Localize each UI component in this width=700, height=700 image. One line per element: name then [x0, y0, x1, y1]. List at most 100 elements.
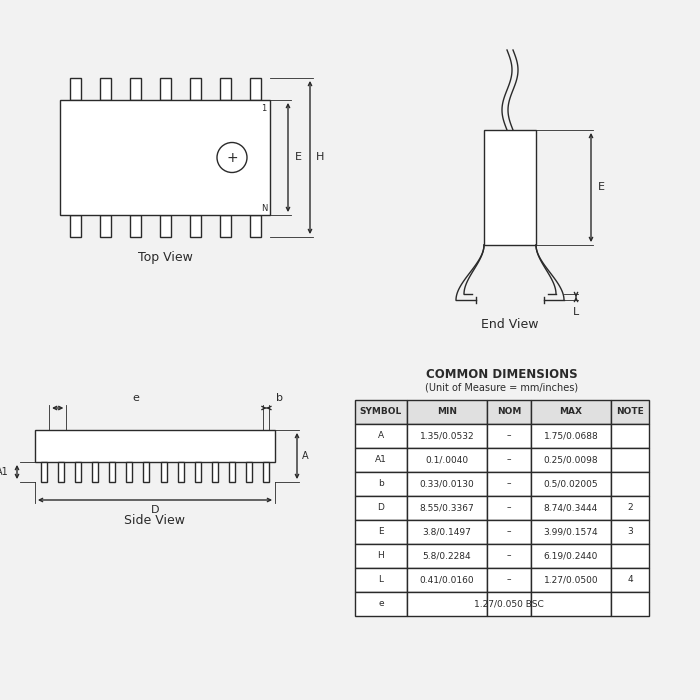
Bar [531, 592, 611, 616]
Bar [130, 78, 141, 100]
Bar [195, 462, 201, 482]
Text: –: – [507, 456, 511, 465]
Text: 4: 4 [627, 575, 633, 584]
Bar [611, 472, 649, 496]
Text: 5.8/0.2284: 5.8/0.2284 [423, 552, 471, 561]
Text: –: – [507, 431, 511, 440]
Bar [35, 430, 275, 462]
Bar [487, 592, 531, 616]
Bar [160, 215, 171, 237]
Text: –: – [507, 552, 511, 561]
Text: e: e [132, 393, 139, 403]
Bar [220, 78, 230, 100]
Bar [99, 78, 111, 100]
Bar [109, 462, 115, 482]
Text: 0.33/0.0130: 0.33/0.0130 [419, 480, 475, 489]
Bar [487, 424, 531, 448]
Bar [531, 472, 611, 496]
Text: NOM: NOM [497, 407, 522, 416]
Text: L: L [379, 575, 384, 584]
Text: Top View: Top View [138, 251, 192, 263]
Bar [57, 462, 64, 482]
Text: 0.1/.0040: 0.1/.0040 [426, 456, 468, 465]
Text: b: b [276, 393, 283, 403]
Bar [611, 568, 649, 592]
Bar [611, 424, 649, 448]
Bar [531, 520, 611, 544]
Bar [487, 400, 531, 424]
Text: 0.41/0.0160: 0.41/0.0160 [420, 575, 475, 584]
Bar [249, 78, 260, 100]
Text: D: D [150, 505, 160, 515]
Bar [60, 100, 270, 215]
Bar [531, 568, 611, 592]
Text: e: e [378, 599, 384, 608]
Text: A1: A1 [0, 467, 9, 477]
Text: A: A [378, 431, 384, 440]
Text: +: + [226, 150, 238, 164]
Bar [249, 215, 260, 237]
Bar [407, 520, 487, 544]
Bar [69, 215, 80, 237]
Text: SYMBOL: SYMBOL [360, 407, 402, 416]
Bar [487, 448, 531, 472]
Bar [355, 424, 407, 448]
Text: 3.99/0.1574: 3.99/0.1574 [544, 528, 598, 536]
Text: A: A [302, 451, 308, 461]
Bar [263, 462, 270, 482]
Bar [531, 424, 611, 448]
Text: E: E [598, 183, 605, 193]
Text: COMMON DIMENSIONS: COMMON DIMENSIONS [426, 368, 578, 381]
Bar [487, 496, 531, 520]
Text: –: – [507, 480, 511, 489]
Bar [611, 520, 649, 544]
Bar [611, 544, 649, 568]
Text: 2: 2 [627, 503, 633, 512]
Text: –: – [507, 503, 511, 512]
Bar [355, 400, 407, 424]
Text: 6.19/0.2440: 6.19/0.2440 [544, 552, 598, 561]
Bar [69, 78, 80, 100]
Text: Side View: Side View [125, 514, 186, 526]
Bar [407, 568, 487, 592]
Text: End View: End View [482, 318, 539, 332]
Text: H: H [316, 153, 324, 162]
Bar [487, 520, 531, 544]
Bar [126, 462, 132, 482]
Bar [41, 462, 47, 482]
Bar [75, 462, 81, 482]
Text: 3: 3 [627, 528, 633, 536]
Bar [611, 496, 649, 520]
Bar [160, 462, 167, 482]
Bar [407, 400, 487, 424]
Text: 1.27/0.0500: 1.27/0.0500 [544, 575, 598, 584]
Text: NOTE: NOTE [616, 407, 644, 416]
Bar [212, 462, 218, 482]
Bar [355, 568, 407, 592]
Text: E: E [378, 528, 384, 536]
Bar [407, 544, 487, 568]
Bar [487, 568, 531, 592]
Text: MIN: MIN [437, 407, 457, 416]
Bar [531, 544, 611, 568]
Bar [355, 592, 407, 616]
Bar [190, 78, 200, 100]
Bar [407, 448, 487, 472]
Bar [355, 496, 407, 520]
Bar [355, 448, 407, 472]
Circle shape [217, 143, 247, 172]
Text: 1.35/0.0532: 1.35/0.0532 [420, 431, 475, 440]
Bar [99, 215, 111, 237]
Bar [92, 462, 98, 482]
Bar [229, 462, 235, 482]
Bar [407, 496, 487, 520]
Text: MAX: MAX [559, 407, 582, 416]
Bar [355, 544, 407, 568]
Text: 0.25/0.0098: 0.25/0.0098 [544, 456, 598, 465]
Bar [246, 462, 252, 482]
Bar [407, 424, 487, 448]
Bar [484, 130, 536, 245]
Text: 1.75/0.0688: 1.75/0.0688 [544, 431, 598, 440]
Bar [611, 400, 649, 424]
Text: –: – [507, 575, 511, 584]
